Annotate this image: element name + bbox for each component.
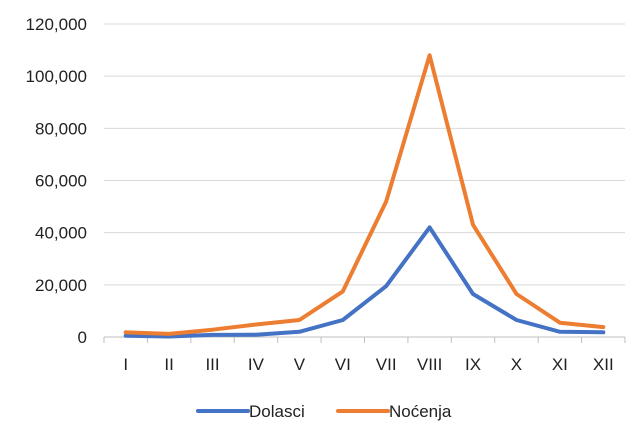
y-tick-label: 40,000 xyxy=(35,224,87,243)
y-tick-label: 20,000 xyxy=(35,276,87,295)
series-lines xyxy=(123,53,606,339)
x-tick-label: IV xyxy=(248,355,265,374)
y-tick-label: 60,000 xyxy=(35,172,87,191)
y-tick-label: 0 xyxy=(78,328,87,347)
x-tick-label: II xyxy=(164,355,173,374)
x-tick-label: X xyxy=(511,355,522,374)
x-tick-label: V xyxy=(294,355,306,374)
x-tick-label: XII xyxy=(593,355,614,374)
gridlines xyxy=(104,23,625,286)
x-tick-label: VII xyxy=(376,355,397,374)
y-tick-label: 100,000 xyxy=(26,67,87,86)
x-tick-label: XI xyxy=(552,355,568,374)
x-tick-label: IX xyxy=(465,355,481,374)
y-tick-label: 120,000 xyxy=(26,15,87,34)
x-tick-label: VI xyxy=(335,355,351,374)
legend-label-1: Noćenja xyxy=(389,402,452,421)
legend: Dolasci Noćenja xyxy=(196,402,452,421)
legend-label-0: Dolasci xyxy=(249,402,305,421)
x-tick-label: I xyxy=(123,355,128,374)
series-line-0 xyxy=(123,225,606,339)
x-tick-label: III xyxy=(205,355,219,374)
x-tick-label: VIII xyxy=(417,355,443,374)
series-line-1 xyxy=(123,53,606,336)
y-axis-ticks: 0 20,000 40,000 60,000 80,000 100,000 120,000 xyxy=(26,15,87,347)
x-axis-ticks: I II III IV V VI VII VIII IX X XI XII xyxy=(123,355,613,374)
y-tick-label: 80,000 xyxy=(35,119,87,138)
